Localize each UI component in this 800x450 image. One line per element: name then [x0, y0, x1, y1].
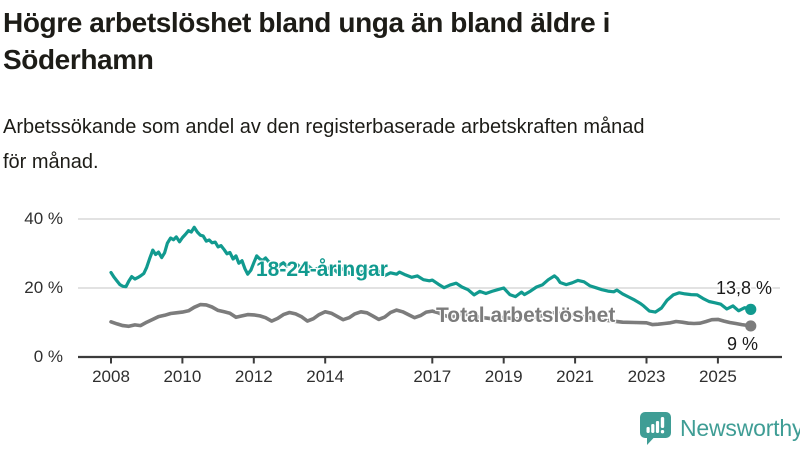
x-tick-label-2014: 2014 — [306, 367, 345, 386]
end-value-label-total: 9 % — [726, 334, 758, 354]
newsworthy-logo-icon — [640, 412, 671, 445]
subtitle-line-1: Arbetssökande som andel av den registerb… — [3, 116, 645, 138]
x-tick-label-2017: 2017 — [413, 367, 452, 386]
title-line-2: Söderhamn — [3, 44, 154, 75]
y-tick-label-40: 40 % — [24, 209, 63, 228]
subtitle-line-2: för månad. — [3, 151, 99, 173]
x-tick-label-2010: 2010 — [163, 367, 202, 386]
x-tick-label-2025: 2025 — [698, 367, 737, 386]
end-dot-total — [745, 320, 757, 332]
x-tick-label-2012: 2012 — [234, 367, 273, 386]
x-tick-label-2023: 2023 — [627, 367, 666, 386]
series-label-youth: 18-24-åringar — [256, 258, 388, 281]
line-series-total — [109, 302, 753, 329]
page-title: Högre arbetslöshet bland unga än bland ä… — [3, 4, 795, 78]
end-dot-youth — [745, 303, 757, 315]
brand-name: Newsworthy — [680, 415, 800, 441]
chart-subtitle: Arbetssökande som andel av den registerb… — [3, 110, 795, 180]
x-tick-label-2008: 2008 — [92, 367, 130, 386]
y-tick-label-0: 0 % — [33, 347, 63, 366]
title-line-1: Högre arbetslöshet bland unga än bland ä… — [3, 7, 611, 38]
end-value-label-youth: 13,8 % — [715, 278, 772, 298]
x-tick-label-2021: 2021 — [556, 367, 594, 386]
line-series-youth — [109, 225, 753, 314]
series-label-total: Total arbetslöshet — [436, 304, 616, 327]
y-tick-label-20: 20 % — [24, 278, 63, 297]
newsworthy-brand-link[interactable]: Newsworthy — [638, 410, 800, 447]
x-tick-label-2019: 2019 — [484, 367, 523, 386]
